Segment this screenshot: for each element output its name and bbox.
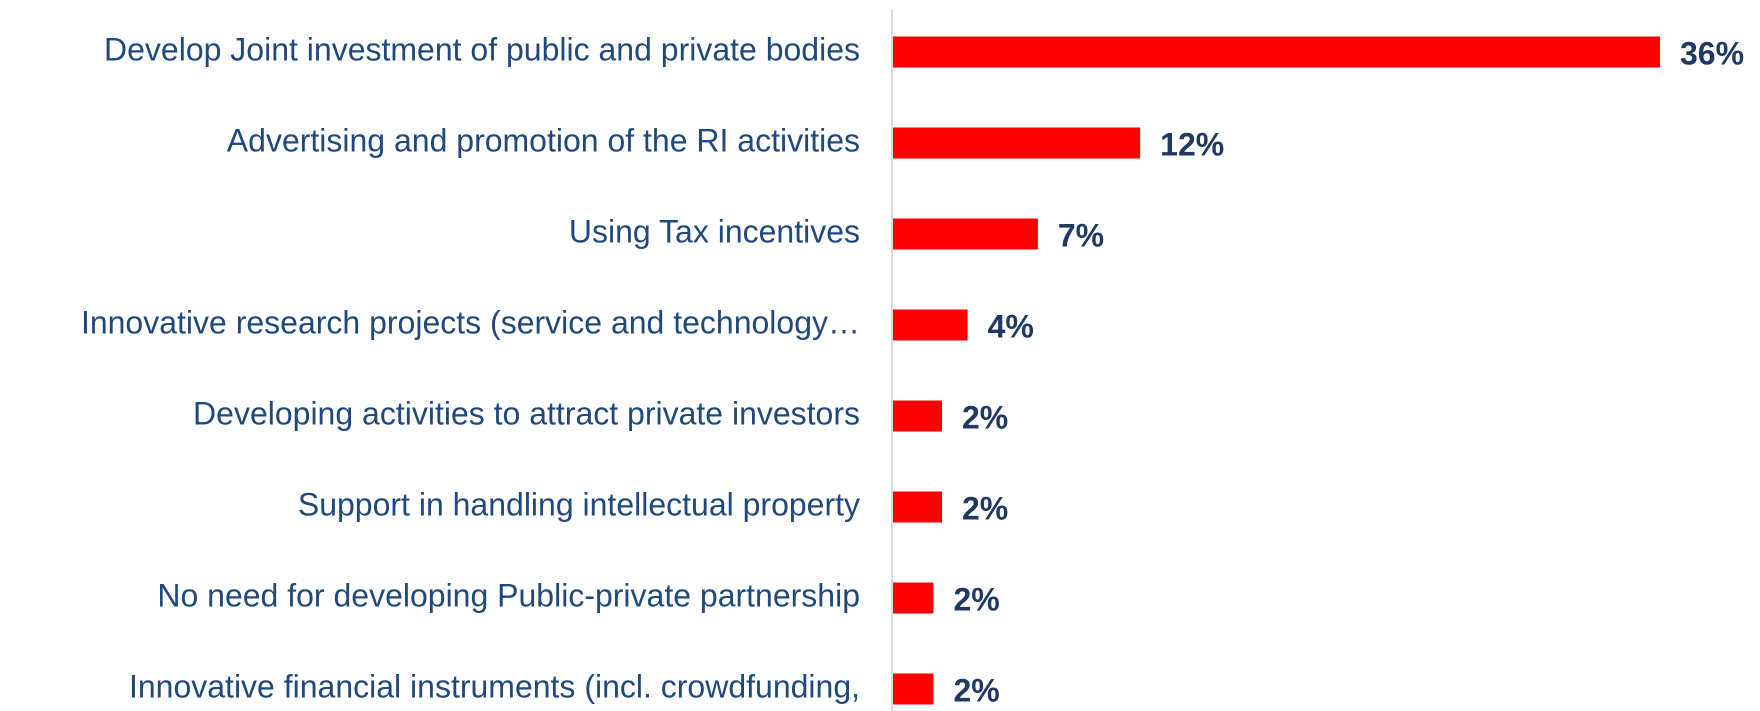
data-label: 2% <box>962 399 1008 435</box>
data-label: 36% <box>1680 35 1744 71</box>
category-label: Developing activities to attract private… <box>193 395 860 431</box>
data-label: 2% <box>953 672 999 708</box>
data-label: 2% <box>953 581 999 617</box>
bar <box>893 582 934 614</box>
bar <box>893 309 968 341</box>
category-label: Advertising and promotion of the RI acti… <box>227 122 860 158</box>
category-label: Using Tax incentives <box>569 213 860 249</box>
bar <box>893 218 1038 250</box>
bar <box>893 127 1141 159</box>
data-label: 4% <box>988 308 1034 344</box>
data-label: 12% <box>1160 126 1224 162</box>
bar <box>893 673 934 705</box>
data-label: 7% <box>1058 217 1104 253</box>
category-label: Innovative financial instruments (incl. … <box>129 668 860 704</box>
bar <box>893 491 943 523</box>
bar <box>893 400 943 432</box>
category-label: Support in handling intellectual propert… <box>298 486 860 522</box>
data-label: 2% <box>962 490 1008 526</box>
category-label: Innovative research projects (service an… <box>81 304 860 340</box>
category-label: No need for developing Public-private pa… <box>157 577 860 613</box>
bar <box>893 36 1660 68</box>
category-label: Develop Joint investment of public and p… <box>104 31 860 67</box>
